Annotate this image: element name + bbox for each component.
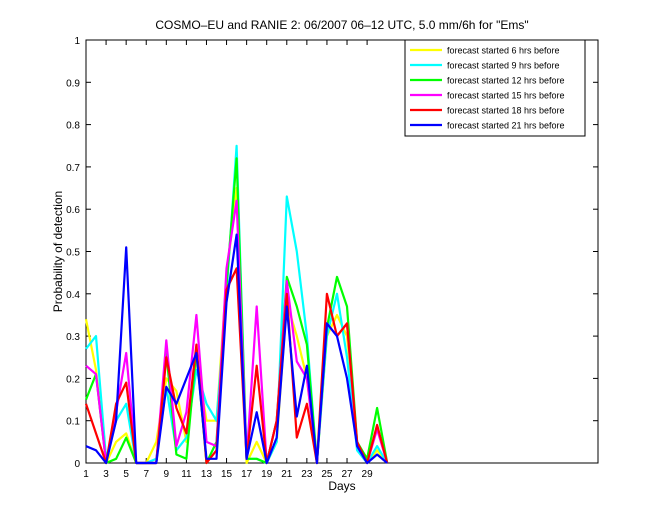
y-tick-label: 0.3 <box>66 332 80 343</box>
legend: forecast started 6 hrs before forecast st… <box>404 39 586 137</box>
axis-ticks: 00.10.20.30.40.50.60.70.80.911 3 5 7 9 11 13 15… <box>66 36 598 480</box>
legend-label: forecast started 18 hrs before <box>447 106 565 116</box>
y-tick-label: 0 <box>74 459 80 470</box>
x-tick-label: 27 <box>341 469 353 480</box>
x-tick-label: 1 <box>83 469 89 480</box>
y-tick-label: 0.2 <box>66 374 80 385</box>
x-tick-label: 5 <box>123 469 129 480</box>
legend-label: forecast started 12 hrs before <box>447 76 565 86</box>
y-tick-label: 0.4 <box>66 290 80 301</box>
x-axis-label: Days <box>328 479 355 493</box>
x-tick-label: 15 <box>221 469 233 480</box>
x-tick-label: 25 <box>321 469 333 480</box>
y-tick-label: 0.1 <box>66 417 80 428</box>
y-tick-label: 0.7 <box>66 163 80 174</box>
x-tick-label: 13 <box>201 469 213 480</box>
y-axis-label: Probability of detection <box>51 191 65 312</box>
legend-box <box>404 39 586 137</box>
x-tick-label: 3 <box>103 469 109 480</box>
x-tick-label: 21 <box>281 469 293 480</box>
chart-title: COSMO–EU and RANIE 2: 06/2007 06–12 UTC,… <box>155 18 528 32</box>
x-tick-label: 17 <box>241 469 253 480</box>
y-tick-label: 0.6 <box>66 205 80 216</box>
y-tick-label: 0.9 <box>66 78 80 89</box>
x-tick-label: 19 <box>261 469 273 480</box>
x-tick-label: 9 <box>164 469 170 480</box>
series-line-6 <box>85 233 388 465</box>
legend-label: forecast started 9 hrs before <box>447 61 560 71</box>
x-tick-label: 23 <box>301 469 313 480</box>
y-tick-label: 0.5 <box>66 248 80 259</box>
x-tick-label: 11 <box>181 469 192 480</box>
series-lines <box>84 144 389 465</box>
legend-label: forecast started 6 hrs before <box>447 46 560 56</box>
legend-label: forecast started 15 hrs before <box>447 91 565 101</box>
y-tick-label: 1 <box>74 36 80 47</box>
x-tick-label: 29 <box>362 469 374 480</box>
y-tick-label: 0.8 <box>66 121 80 132</box>
legend-label: forecast started 21 hrs before <box>447 121 565 131</box>
x-tick-label: 7 <box>143 469 149 480</box>
